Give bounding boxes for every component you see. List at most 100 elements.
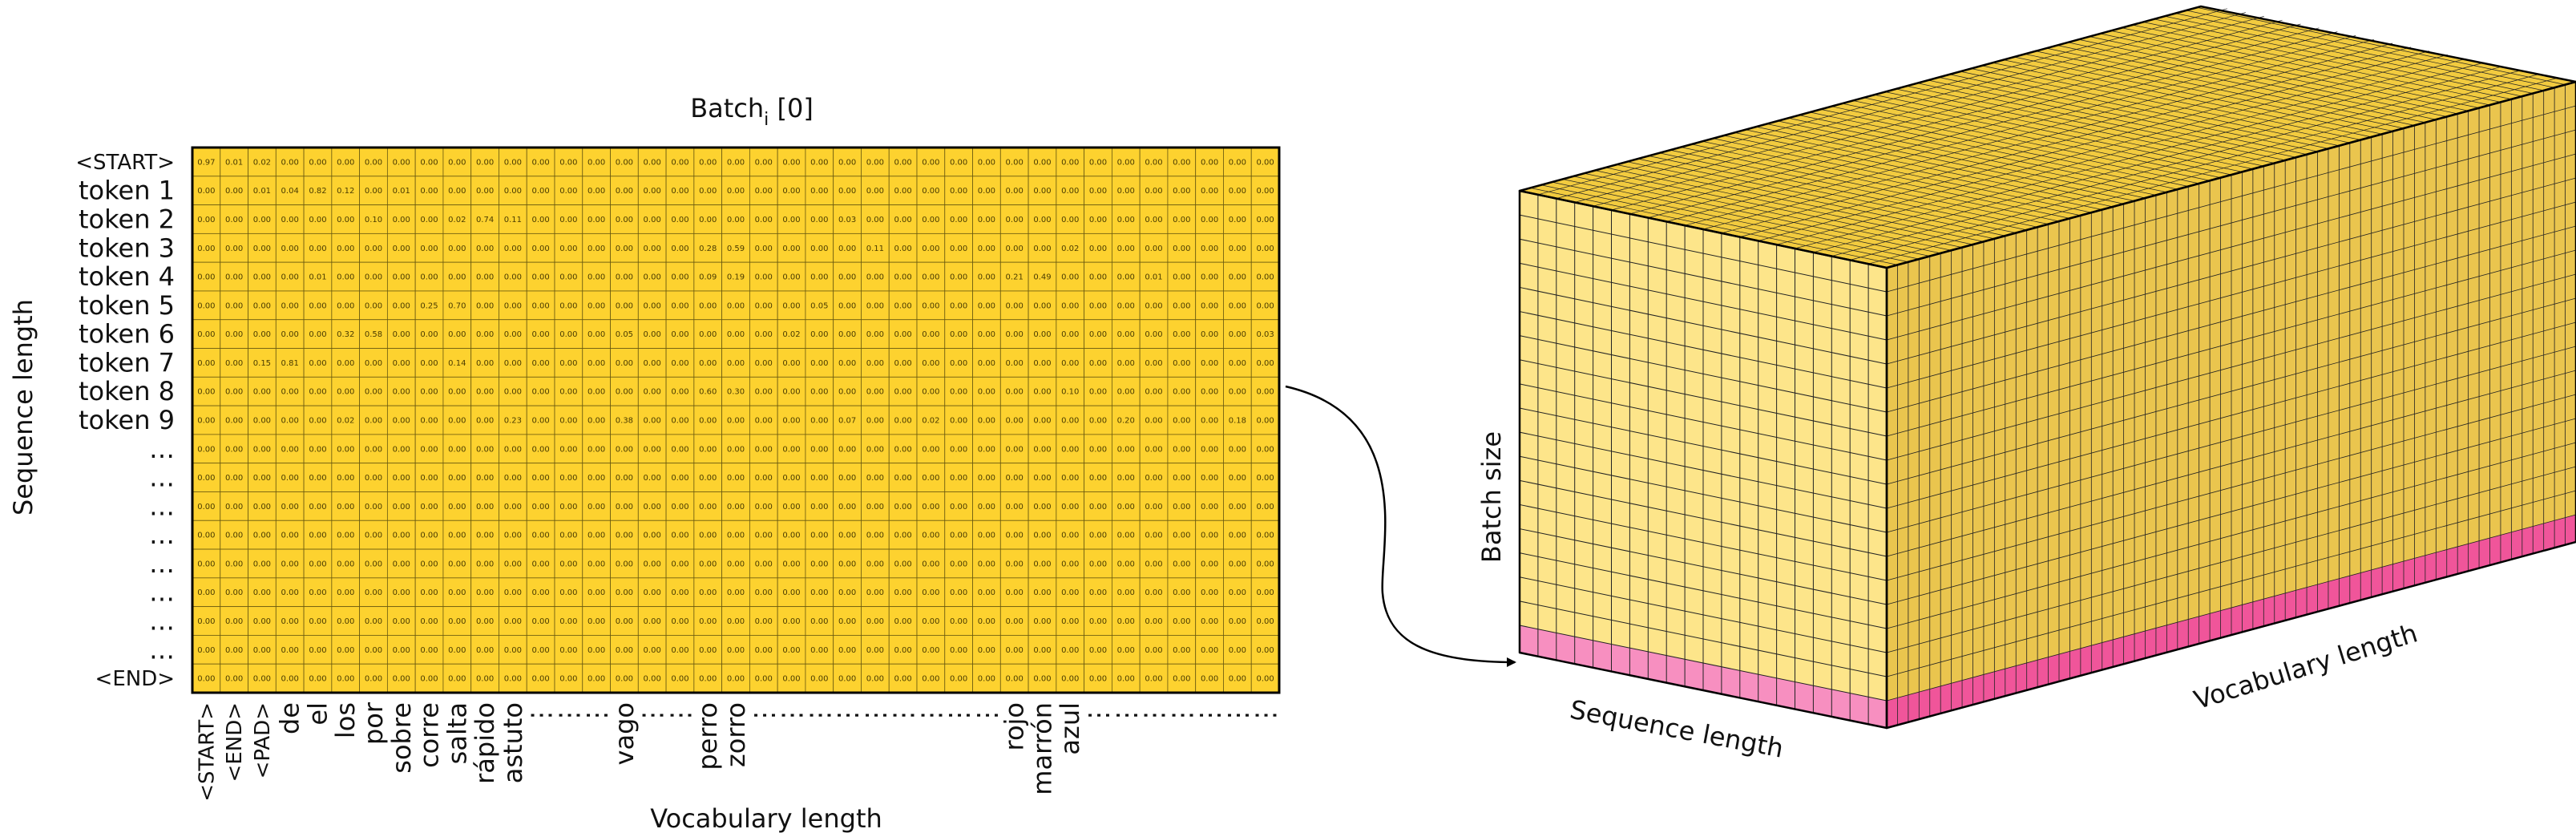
matrix-cell: 0.00	[1195, 463, 1224, 492]
cell-value: 0.00	[978, 158, 995, 167]
matrix-cell: 0.00	[1084, 261, 1112, 292]
cell-value: 0.00	[699, 216, 717, 224]
cell-value: 0.00	[727, 646, 745, 655]
row-label: …	[149, 463, 175, 493]
matrix-cell: 0.00	[1195, 606, 1224, 636]
matrix-cell: 0.00	[665, 176, 695, 205]
cell-value: 0.00	[644, 445, 661, 454]
matrix-cell: 0.00	[414, 520, 444, 550]
cell-value: 0.00	[1033, 388, 1051, 397]
matrix-cell: 0.00	[414, 635, 444, 665]
matrix-cell: 0.00	[554, 261, 583, 292]
matrix-cell: 0.00	[861, 376, 890, 406]
matrix-cell: 0.00	[1028, 319, 1057, 349]
matrix-cell: 0.00	[999, 463, 1029, 492]
matrix-cell: 0.00	[861, 147, 890, 177]
matrix-cell: 0.00	[442, 635, 472, 665]
matrix-cell: 0.00	[331, 434, 361, 464]
matrix-cell: 0.00	[192, 290, 221, 321]
cell-value: 0.00	[531, 359, 549, 368]
matrix-cell: 0.82	[303, 176, 333, 205]
matrix-cell: 0.00	[526, 520, 555, 550]
cell-value: 0.00	[281, 474, 299, 483]
cell-value: 0.00	[420, 445, 438, 454]
matrix-cell: 0.00	[972, 204, 1001, 234]
matrix-cell: 0.00	[1167, 491, 1197, 521]
matrix-cell: 0.00	[861, 405, 890, 435]
cell-value: 0.00	[393, 675, 410, 684]
matrix-cell: 0.00	[972, 635, 1001, 665]
matrix-cell: 0.00	[972, 290, 1001, 321]
matrix-cell: 0.00	[1084, 290, 1112, 321]
matrix-cell: 0.00	[499, 232, 527, 263]
matrix-cell: 0.00	[665, 491, 695, 521]
matrix-cell: 0.00	[1139, 463, 1169, 492]
matrix-cell: 0.00	[833, 491, 862, 521]
cell-value: 0.00	[1173, 388, 1190, 397]
column-label: ⋮	[943, 702, 974, 728]
matrix-cell: 0.00	[386, 147, 416, 177]
matrix-cell: 0.00	[1028, 232, 1057, 263]
cell-value: 0.00	[253, 216, 271, 224]
cell-value: 0.00	[1145, 588, 1162, 597]
matrix-cell: 0.00	[1028, 405, 1057, 435]
matrix-cell: 0.00	[554, 463, 583, 492]
cell-value: 0.00	[644, 474, 661, 483]
cell-value: 0.00	[1173, 560, 1190, 568]
cell-value: 0.00	[755, 388, 773, 397]
matrix-cell: 0.00	[442, 261, 472, 292]
matrix-cell: 0.00	[275, 376, 305, 406]
cell-value: 0.00	[1173, 158, 1190, 167]
matrix-cell: 0.00	[1084, 176, 1112, 205]
matrix-cell: 0.00	[693, 348, 723, 378]
matrix-cell: 0.00	[637, 204, 667, 234]
matrix-cell: 0.00	[1250, 606, 1280, 636]
cell-value: 0.00	[755, 588, 773, 597]
matrix-cell: 0.00	[1223, 434, 1252, 464]
cell-value: 0.00	[281, 617, 299, 626]
matrix-cell: 0.00	[499, 290, 527, 321]
cell-value: 0.00	[420, 646, 438, 655]
matrix-cell: 0.00	[805, 463, 834, 492]
cell-value: 0.00	[309, 503, 326, 512]
cell-value: 0.00	[476, 617, 494, 626]
matrix-cell: 0.00	[554, 434, 583, 464]
cell-value: 0.00	[1061, 273, 1079, 282]
matrix-cell: 0.00	[275, 204, 305, 234]
cell-value: 0.00	[894, 560, 911, 568]
cell-value: 0.00	[1173, 588, 1190, 597]
column-label: ⋮	[1250, 702, 1281, 728]
cell-value: 0.00	[755, 245, 773, 253]
cell-value: 0.00	[866, 503, 884, 512]
matrix-cell: 0.00	[1084, 548, 1112, 579]
matrix-cell: 0.00	[861, 577, 890, 608]
matrix-cell: 0.00	[1084, 204, 1112, 234]
matrix-cell: 0.00	[248, 232, 277, 263]
cell-value: 0.00	[671, 301, 688, 310]
matrix-cell: 0.00	[192, 405, 221, 435]
column-label: los	[330, 702, 361, 738]
matrix-cell: 0.00	[1056, 663, 1085, 693]
cell-value: 0.00	[225, 532, 243, 540]
cell-value: 0.00	[476, 245, 494, 253]
cell-value: 0.00	[281, 301, 299, 310]
matrix-cell: 0.00	[359, 491, 388, 521]
matrix-cell: 0.00	[1223, 606, 1252, 636]
matrix-cell: 0.00	[944, 147, 973, 177]
matrix-cell: 0.00	[1167, 548, 1197, 579]
row-label: …	[149, 577, 175, 608]
matrix-cell: 0.00	[610, 176, 639, 205]
matrix-cell: 0.00	[582, 176, 611, 205]
matrix-cell: 0.00	[220, 434, 248, 464]
cell-value: 0.00	[616, 532, 633, 540]
matrix-cell: 0.00	[1167, 176, 1197, 205]
matrix-cell: 0.00	[610, 635, 639, 665]
matrix-cell: 0.00	[582, 405, 611, 435]
matrix-cell: 0.00	[721, 348, 750, 378]
matrix-cell: 0.00	[972, 606, 1001, 636]
cell-value: 0.00	[755, 445, 773, 454]
cell-value: 0.00	[1173, 474, 1190, 483]
cell-value: 0.00	[922, 187, 939, 196]
matrix-cell: 0.00	[665, 463, 695, 492]
matrix-cell: 0.00	[721, 663, 750, 693]
